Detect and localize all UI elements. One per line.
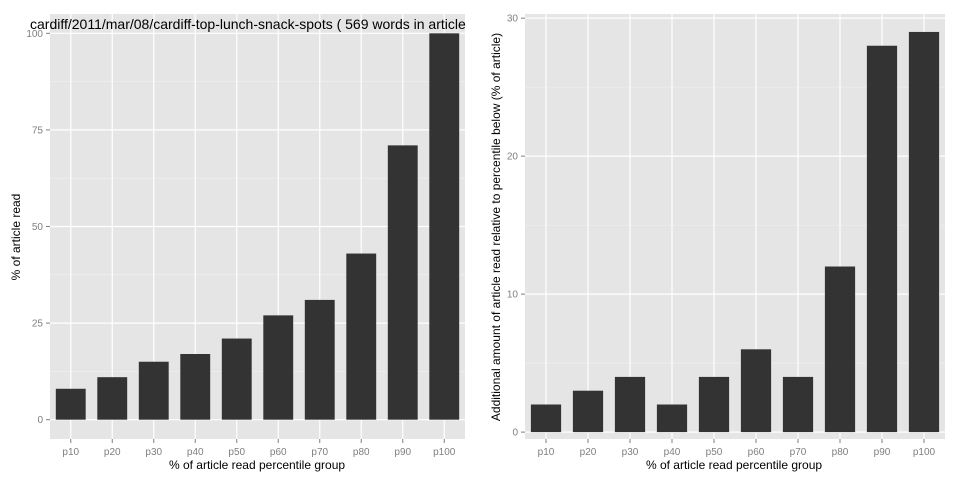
- y-tick-label: 0: [37, 415, 43, 426]
- x-tick-label: p80: [353, 447, 370, 458]
- bar-p40: [656, 404, 688, 433]
- x-tick-label: p30: [145, 447, 162, 458]
- x-tick-label: p30: [622, 447, 639, 458]
- x-axis-label: % of article read percentile group: [169, 458, 345, 472]
- bar-p50: [221, 338, 252, 420]
- bar-p30: [614, 376, 646, 433]
- x-tick-label: p70: [790, 447, 807, 458]
- x-tick-label: p60: [748, 447, 765, 458]
- bar-p20: [97, 377, 128, 420]
- bar-p10: [530, 404, 562, 433]
- x-tick-label: p80: [832, 447, 849, 458]
- y-axis-label: % of article read: [9, 194, 23, 281]
- y-tick-label: 75: [32, 125, 44, 136]
- x-tick-label: p60: [270, 447, 287, 458]
- right-chart: % of article read percentile group Addit…: [489, 14, 945, 472]
- x-axis-label: % of article read percentile group: [646, 458, 822, 472]
- bar-p20: [572, 390, 604, 433]
- y-tick-label: 30: [507, 14, 519, 25]
- y-tick-label: 0: [512, 428, 518, 439]
- chart-title: cardiff/2011/mar/08/cardiff-top-lunch-sn…: [30, 16, 466, 32]
- y-tick-label: 25: [32, 319, 44, 330]
- x-tick-label: p90: [874, 447, 891, 458]
- x-tick-label: p50: [706, 447, 723, 458]
- x-tick-label: p70: [311, 447, 328, 458]
- x-tick-label: p50: [228, 447, 245, 458]
- y-tick-label: 10: [507, 290, 519, 301]
- x-tick-label: p40: [664, 447, 681, 458]
- bar-p70: [782, 376, 814, 433]
- y-axis-label: Additional amount of article read relati…: [489, 33, 503, 421]
- bar-p10: [55, 388, 86, 420]
- x-tick-label: p20: [104, 447, 121, 458]
- x-tick-label: p10: [538, 447, 555, 458]
- x-tick-label: p10: [62, 447, 79, 458]
- x-tick-label: p100: [913, 447, 936, 458]
- y-tick-label: 50: [32, 222, 44, 233]
- bar-p100: [429, 33, 460, 420]
- bar-p90: [387, 145, 418, 420]
- bar-p50: [698, 376, 730, 433]
- bar-p100: [908, 31, 940, 433]
- x-tick-label: p100: [433, 447, 456, 458]
- x-tick-label: p40: [187, 447, 204, 458]
- bar-p60: [263, 315, 294, 420]
- left-chart: cardiff/2011/mar/08/cardiff-top-lunch-sn…: [9, 14, 466, 472]
- y-tick-label: 100: [26, 29, 43, 40]
- x-tick-label: p20: [580, 447, 597, 458]
- bar-p30: [138, 361, 169, 420]
- bar-p60: [740, 349, 772, 433]
- bar-p40: [180, 354, 211, 420]
- y-tick-label: 20: [507, 152, 519, 163]
- bar-p90: [866, 45, 898, 433]
- x-tick-label: p90: [394, 447, 411, 458]
- bar-p70: [304, 299, 335, 420]
- bar-p80: [346, 253, 377, 420]
- bar-p80: [824, 266, 856, 433]
